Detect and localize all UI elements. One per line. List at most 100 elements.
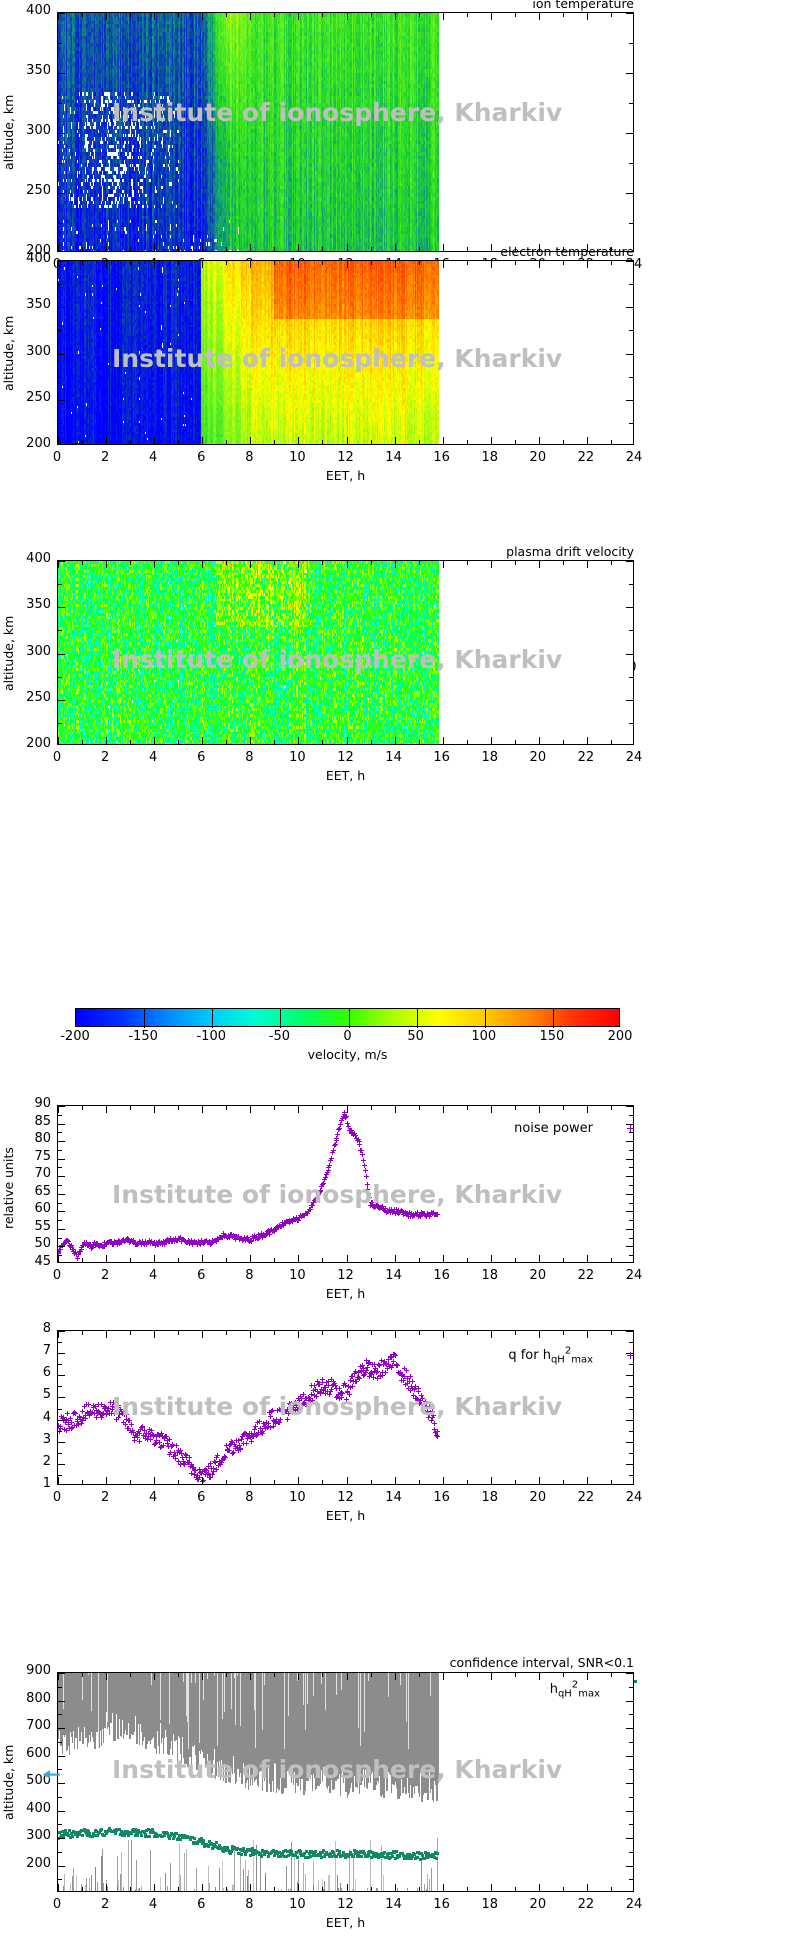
x-tick-label: 16 [422,750,462,765]
y-tick [629,1431,633,1432]
x-tick-label: 18 [470,1490,510,1505]
band-gap [98,1673,99,1750]
y-tick [58,1420,65,1421]
x-tick-label: 10 [277,450,317,465]
x-tick [250,737,251,744]
x-tick-label: 22 [566,750,606,765]
lower-spike [370,1840,371,1892]
x-tick [587,737,588,744]
y-tick [58,103,62,104]
plot-canvas-electron-temperature [58,261,634,445]
x-tick [419,1480,420,1484]
x-tick [467,1887,468,1891]
x-tick [515,740,516,744]
band-gap [305,1673,306,1730]
lower-spike [260,1856,261,1892]
y-tick [58,223,62,224]
y-tick [626,1375,633,1376]
band-gap [222,1673,223,1719]
colorbar-tick [144,1009,145,1028]
band-gap [235,1673,236,1725]
x-tick [515,1258,516,1262]
y-tick [629,1255,633,1256]
x-tick [611,1673,612,1677]
plot-canvas-ion-temperature [58,13,634,252]
y-tick-label: 8 [5,1321,51,1336]
colorbar-tick-label: 0 [318,1029,378,1044]
lower-spike [136,1860,137,1892]
lower-spike [86,1878,87,1892]
data-point [360,1152,365,1157]
x-tick [58,1673,59,1680]
y-tick [626,1838,633,1839]
y-tick [58,561,65,562]
x-tick [226,1258,227,1262]
x-tick-label: 6 [181,1268,221,1283]
x-tick [371,1258,372,1262]
x-tick [298,1106,299,1113]
lower-spike [305,1874,306,1892]
x-tick [130,440,131,444]
data-point [344,1397,349,1402]
y-tick [58,1397,65,1398]
band-gap [217,1673,218,1746]
x-tick [395,1255,396,1262]
lower-spike [76,1875,77,1892]
x-tick [154,1477,155,1484]
x-tick [250,1673,251,1680]
lower-spike [215,1887,216,1892]
x-tick [443,437,444,444]
y-tick-label: 400 [5,551,51,566]
lower-spike [367,1888,368,1892]
x-tick [58,244,59,251]
legend-label: hqH2max [550,1682,600,1697]
x-tick [178,1887,179,1891]
data-point [329,1156,334,1161]
x-tick-label: 4 [133,450,173,465]
x-tick [443,1673,444,1680]
y-tick [58,423,62,424]
x-tick [491,1255,492,1262]
legend-label-sub: qH [551,1355,565,1366]
x-tick [226,13,227,17]
x-tick [322,13,323,17]
x-tick [515,261,516,265]
x-tick [130,1331,131,1335]
x-tick [491,1477,492,1484]
x-tick [491,1331,492,1338]
x-tick [106,561,107,568]
x-tick [371,1480,372,1484]
x-tick [130,247,131,251]
x-tick [371,1673,372,1677]
x-tick [58,1477,59,1484]
data-point [327,1163,332,1168]
x-tick [178,561,179,565]
y-tick [626,1159,633,1160]
plot-canvas-plasma-drift-velocity [58,561,634,745]
y-tick [58,1756,65,1757]
x-tick [106,1884,107,1891]
y-tick-label: 800 [5,1691,51,1706]
plot-frame-electron-temperature [57,260,634,445]
x-tick [274,561,275,565]
x-tick-label: 0 [37,750,77,765]
data-point [249,1854,252,1857]
y-tick [629,1115,633,1116]
x-tick [250,561,251,568]
y-tick [58,584,62,585]
y-tick [626,1211,633,1212]
x-tick [467,261,468,265]
band-gap [307,1673,308,1704]
x-tick-label: 10 [277,750,317,765]
y-tick [629,1453,633,1454]
colorbar-tick-label: 200 [590,1029,650,1044]
y-tick [629,1824,633,1825]
y-tick-label: 250 [5,390,51,405]
y-tick [58,1132,62,1133]
x-tick [106,1255,107,1262]
x-tick [58,737,59,744]
panel-title-plasma-drift-velocity: plasma drift velocity [394,544,634,559]
x-tick [371,740,372,744]
lower-spike [167,1886,168,1892]
y-tick [629,330,633,331]
